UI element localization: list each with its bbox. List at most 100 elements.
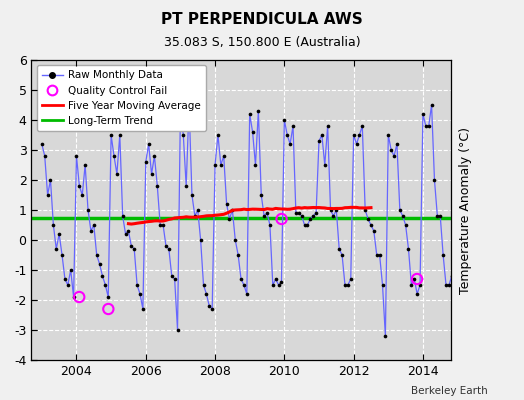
Point bbox=[173, 327, 182, 333]
Point bbox=[165, 246, 173, 252]
Point bbox=[81, 162, 89, 168]
Point bbox=[399, 213, 407, 219]
Point bbox=[145, 141, 153, 147]
Point bbox=[202, 291, 211, 297]
Point bbox=[410, 276, 419, 282]
Point bbox=[61, 276, 69, 282]
Point bbox=[346, 276, 355, 282]
Point bbox=[84, 207, 92, 213]
Point bbox=[294, 210, 303, 216]
Point bbox=[99, 273, 107, 279]
Point bbox=[43, 192, 52, 198]
Legend: Raw Monthly Data, Quality Control Fail, Five Year Moving Average, Long-Term Tren: Raw Monthly Data, Quality Control Fail, … bbox=[37, 65, 206, 131]
Point bbox=[52, 246, 60, 252]
Point bbox=[153, 183, 161, 189]
Point bbox=[118, 213, 127, 219]
Point bbox=[350, 132, 358, 138]
Point bbox=[156, 222, 165, 228]
Y-axis label: Temperature Anomaly (°C): Temperature Anomaly (°C) bbox=[459, 126, 472, 294]
Point bbox=[38, 141, 46, 147]
Point bbox=[75, 183, 83, 189]
Point bbox=[445, 282, 453, 288]
Text: PT PERPENDICULA AWS: PT PERPENDICULA AWS bbox=[161, 12, 363, 27]
Point bbox=[214, 132, 222, 138]
Point bbox=[344, 282, 352, 288]
Point bbox=[188, 192, 196, 198]
Text: 35.083 S, 150.800 E (Australia): 35.083 S, 150.800 E (Australia) bbox=[163, 36, 361, 49]
Point bbox=[191, 213, 199, 219]
Point bbox=[312, 210, 320, 216]
Point bbox=[390, 153, 398, 159]
Point bbox=[447, 273, 456, 279]
Point bbox=[104, 294, 113, 300]
Point bbox=[451, 267, 459, 273]
Point bbox=[168, 273, 176, 279]
Point bbox=[277, 216, 286, 222]
Point bbox=[424, 123, 433, 129]
Point bbox=[122, 231, 130, 237]
Point bbox=[283, 132, 291, 138]
Point bbox=[216, 162, 225, 168]
Point bbox=[416, 282, 424, 288]
Point bbox=[147, 171, 156, 177]
Point bbox=[430, 177, 439, 183]
Point bbox=[252, 162, 260, 168]
Point bbox=[321, 162, 329, 168]
Point bbox=[407, 282, 416, 288]
Point bbox=[107, 132, 115, 138]
Point bbox=[133, 282, 141, 288]
Point bbox=[405, 246, 413, 252]
Point bbox=[193, 207, 202, 213]
Point bbox=[439, 252, 447, 258]
Point bbox=[46, 177, 54, 183]
Point bbox=[260, 213, 268, 219]
Point bbox=[355, 132, 364, 138]
Point bbox=[130, 246, 138, 252]
Point bbox=[113, 171, 121, 177]
Point bbox=[306, 216, 314, 222]
Point bbox=[381, 333, 389, 339]
Point bbox=[150, 153, 159, 159]
Point bbox=[369, 228, 378, 234]
Point bbox=[49, 222, 58, 228]
Point bbox=[338, 252, 346, 258]
Point bbox=[55, 231, 63, 237]
Point bbox=[196, 237, 205, 243]
Point bbox=[228, 207, 236, 213]
Point bbox=[332, 207, 341, 213]
Point bbox=[240, 282, 248, 288]
Point bbox=[442, 282, 450, 288]
Point bbox=[67, 267, 75, 273]
Point bbox=[86, 228, 95, 234]
Point bbox=[309, 213, 318, 219]
Point bbox=[110, 153, 118, 159]
Point bbox=[199, 282, 208, 288]
Point bbox=[269, 282, 277, 288]
Point bbox=[375, 252, 384, 258]
Point bbox=[341, 282, 349, 288]
Point bbox=[90, 222, 98, 228]
Point bbox=[225, 216, 234, 222]
Point bbox=[234, 252, 242, 258]
Point bbox=[266, 222, 274, 228]
Point bbox=[243, 291, 251, 297]
Point bbox=[298, 213, 306, 219]
Point bbox=[393, 141, 401, 147]
Point bbox=[384, 132, 392, 138]
Point bbox=[211, 162, 219, 168]
Point bbox=[364, 216, 372, 222]
Point bbox=[367, 222, 375, 228]
Point bbox=[208, 306, 216, 312]
Point bbox=[116, 132, 124, 138]
Point bbox=[40, 153, 49, 159]
Point bbox=[69, 294, 78, 300]
Point bbox=[378, 282, 387, 288]
Point bbox=[280, 117, 289, 123]
Point bbox=[72, 153, 81, 159]
Point bbox=[419, 111, 427, 117]
Point bbox=[58, 252, 66, 258]
Point bbox=[361, 207, 369, 213]
Point bbox=[277, 279, 286, 285]
Point bbox=[326, 207, 335, 213]
Point bbox=[182, 183, 190, 189]
